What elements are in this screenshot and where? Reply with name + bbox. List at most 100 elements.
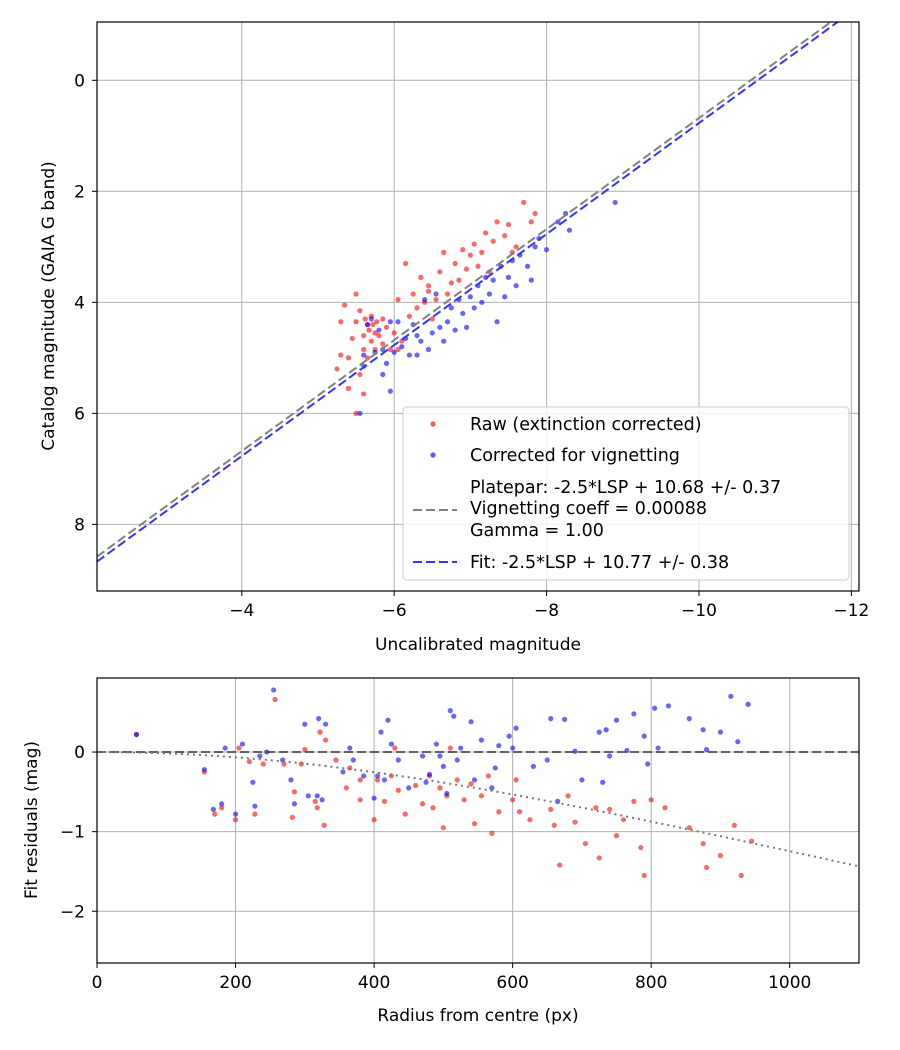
corrected-residual-point: [316, 716, 322, 722]
raw-residual-point: [620, 817, 627, 823]
top-y-tick-label: 2: [74, 182, 85, 202]
raw-point: [353, 291, 359, 297]
corrected-residual-point: [492, 765, 498, 771]
fit-line: [97, 22, 840, 563]
bottom-x-tick-label: 400: [358, 973, 390, 993]
corrected-residual-point: [600, 779, 606, 785]
corrected-residual-point: [489, 785, 495, 791]
corrected-residual-point: [613, 717, 620, 723]
corrected-residual-point: [257, 753, 263, 759]
corrected-residual-point: [544, 757, 550, 763]
bottom-x-tick-label: 1000: [768, 973, 811, 993]
corrected-point: [448, 305, 454, 311]
corrected-point: [494, 319, 500, 325]
raw-residual-point: [738, 872, 744, 879]
raw-residual-point: [454, 777, 460, 783]
raw-residual-point: [513, 777, 519, 783]
legend-fit-label: Fit: -2.5*LSP + 10.77 +/- 0.38: [470, 553, 729, 573]
raw-point: [357, 308, 363, 314]
corrected-residual-point: [607, 753, 613, 759]
calibration-plot: −4 −6 −8 −10 −12 0 2 4 6 8 Uncalibrated magnitude…: [39, 21, 869, 655]
raw-residual-point: [430, 805, 436, 811]
raw-residual-point: [246, 758, 252, 765]
raw-point: [334, 366, 340, 372]
bottom-x-tick-label: 800: [635, 973, 667, 993]
corrected-residual-point: [350, 757, 356, 763]
raw-residual-point: [516, 809, 523, 815]
corrected-residual-point: [717, 729, 724, 735]
top-y-axis-label: Catalog magnitude (GAIA G band): [39, 161, 59, 451]
corrected-point: [418, 338, 424, 344]
raw-point: [513, 244, 519, 250]
corrected-point: [460, 310, 466, 317]
corrected-point: [425, 346, 432, 353]
corrected-point: [486, 291, 493, 297]
raw-point: [383, 324, 390, 330]
corrected-residual-point: [548, 716, 554, 722]
corrected-residual-point: [210, 806, 216, 812]
corrected-point: [479, 299, 485, 305]
raw-residual-point: [638, 844, 644, 851]
raw-residual-point: [717, 852, 724, 859]
raw-point: [505, 222, 512, 228]
raw-point: [494, 219, 500, 225]
raw-residual-point: [489, 830, 495, 836]
corrected-residual-point: [305, 793, 311, 799]
raw-residual-point: [496, 809, 502, 815]
raw-residual-point: [392, 745, 398, 751]
raw-point: [471, 241, 477, 247]
raw-point: [463, 266, 470, 272]
corrected-residual-point: [641, 733, 647, 739]
raw-residual-point: [662, 805, 668, 811]
corrected-point: [406, 352, 413, 358]
raw-residual-point: [317, 729, 323, 735]
raw-residual-point: [252, 811, 258, 817]
bottom-x-axis-label: Radius from centre (px): [377, 1006, 578, 1026]
raw-residual-point: [212, 811, 218, 817]
raw-residual-point: [291, 789, 298, 795]
corrected-point: [467, 294, 473, 300]
corrected-residual-point: [471, 777, 478, 783]
bottom-x-tick-label: 600: [496, 973, 528, 993]
raw-residual-point: [704, 864, 710, 871]
corrected-residual-point: [385, 717, 391, 723]
corrected-residual-point: [704, 747, 710, 753]
raw-residual-point: [395, 787, 401, 793]
corrected-residual-point: [735, 739, 741, 745]
corrected-residual-point: [314, 793, 320, 799]
raw-residual-point: [565, 793, 571, 799]
bottom-ticks: 0 200 400 600 800 1000 0 −1 −2: [60, 743, 811, 993]
bottom-y-tick-label: −2: [60, 902, 85, 922]
raw-residual-point: [236, 745, 242, 751]
corrected-residual-point: [451, 713, 457, 719]
corrected-point: [380, 371, 386, 378]
raw-point: [425, 283, 432, 289]
corrected-residual-point: [426, 771, 433, 777]
bottom-grid: [96, 678, 859, 963]
raw-residual-point: [700, 840, 706, 847]
raw-point: [338, 319, 344, 325]
corrected-point: [364, 321, 371, 328]
corrected-residual-point: [478, 737, 485, 743]
raw-point: [448, 280, 454, 286]
corrected-residual-point: [291, 801, 298, 807]
raw-point: [372, 330, 378, 336]
raw-point: [353, 319, 359, 325]
legend-vignetting-label: Vignetting coeff = 0.00088: [470, 499, 707, 519]
raw-residual-point: [551, 822, 557, 828]
raw-residual-point: [607, 806, 613, 812]
corrected-point: [528, 277, 534, 283]
corrected-point: [444, 319, 451, 325]
bottom-x-tick-label: 200: [219, 973, 251, 993]
raw-residual-point: [731, 822, 737, 828]
corrected-residual-point: [728, 693, 734, 699]
corrected-residual-point: [496, 743, 502, 749]
corrected-residual-point: [302, 721, 308, 727]
corrected-residual-point: [437, 753, 443, 759]
raw-point: [368, 338, 374, 344]
raw-residual-point: [471, 821, 478, 827]
raw-residual-point: [572, 819, 578, 825]
raw-point: [521, 199, 527, 206]
corrected-residual-point: [440, 763, 446, 769]
